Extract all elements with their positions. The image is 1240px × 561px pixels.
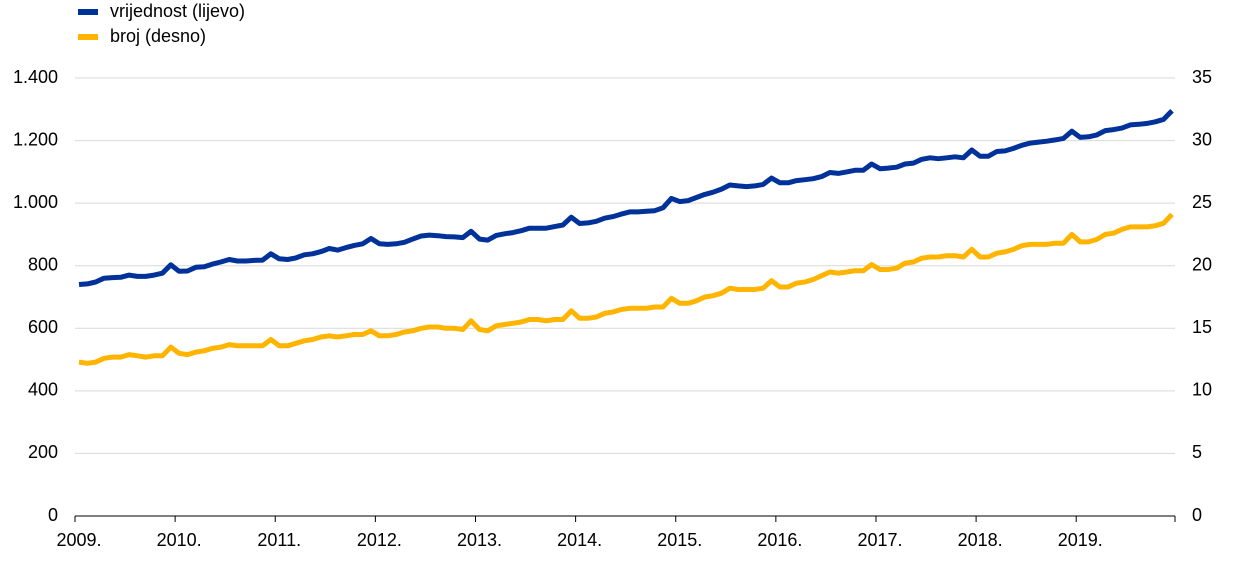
x-tick-label: 2017. <box>857 530 902 550</box>
x-tick-label: 2011. <box>257 530 301 550</box>
y-tick-label: 1.000 <box>13 192 58 212</box>
x-tick-label: 2009. <box>56 530 101 550</box>
y2-tick-label: 5 <box>1192 442 1202 462</box>
y-tick-label: 0 <box>48 505 58 525</box>
x-tick-label: 2016. <box>757 530 802 550</box>
y-tick-label: 800 <box>28 254 58 274</box>
y-tick-label: 600 <box>28 317 58 337</box>
y2-tick-label: 30 <box>1192 129 1212 149</box>
x-tick-label: 2010. <box>157 530 202 550</box>
y2-tick-label: 0 <box>1192 505 1202 525</box>
y-tick-label: 1.400 <box>13 67 58 87</box>
series-line <box>78 109 1174 287</box>
y-tick-label: 1.200 <box>13 129 58 149</box>
legend-label: broj (desno) <box>110 26 206 46</box>
x-tick-label: 2018. <box>958 530 1003 550</box>
x-tick-label: 2019. <box>1058 530 1103 550</box>
y2-tick-label: 20 <box>1192 254 1212 274</box>
y-tick-label: 200 <box>28 442 58 462</box>
x-tick-label: 2015. <box>657 530 702 550</box>
legend-label: vrijednost (lijevo) <box>110 1 245 21</box>
x-tick-label: 2014. <box>557 530 602 550</box>
x-tick-label: 2012. <box>357 530 402 550</box>
x-tick-label: 2013. <box>457 530 502 550</box>
series-line <box>78 212 1174 366</box>
y2-tick-label: 10 <box>1192 380 1212 400</box>
y2-tick-label: 35 <box>1192 67 1212 87</box>
y-tick-label: 400 <box>28 380 58 400</box>
y2-tick-label: 25 <box>1192 192 1212 212</box>
y2-tick-label: 15 <box>1192 317 1212 337</box>
